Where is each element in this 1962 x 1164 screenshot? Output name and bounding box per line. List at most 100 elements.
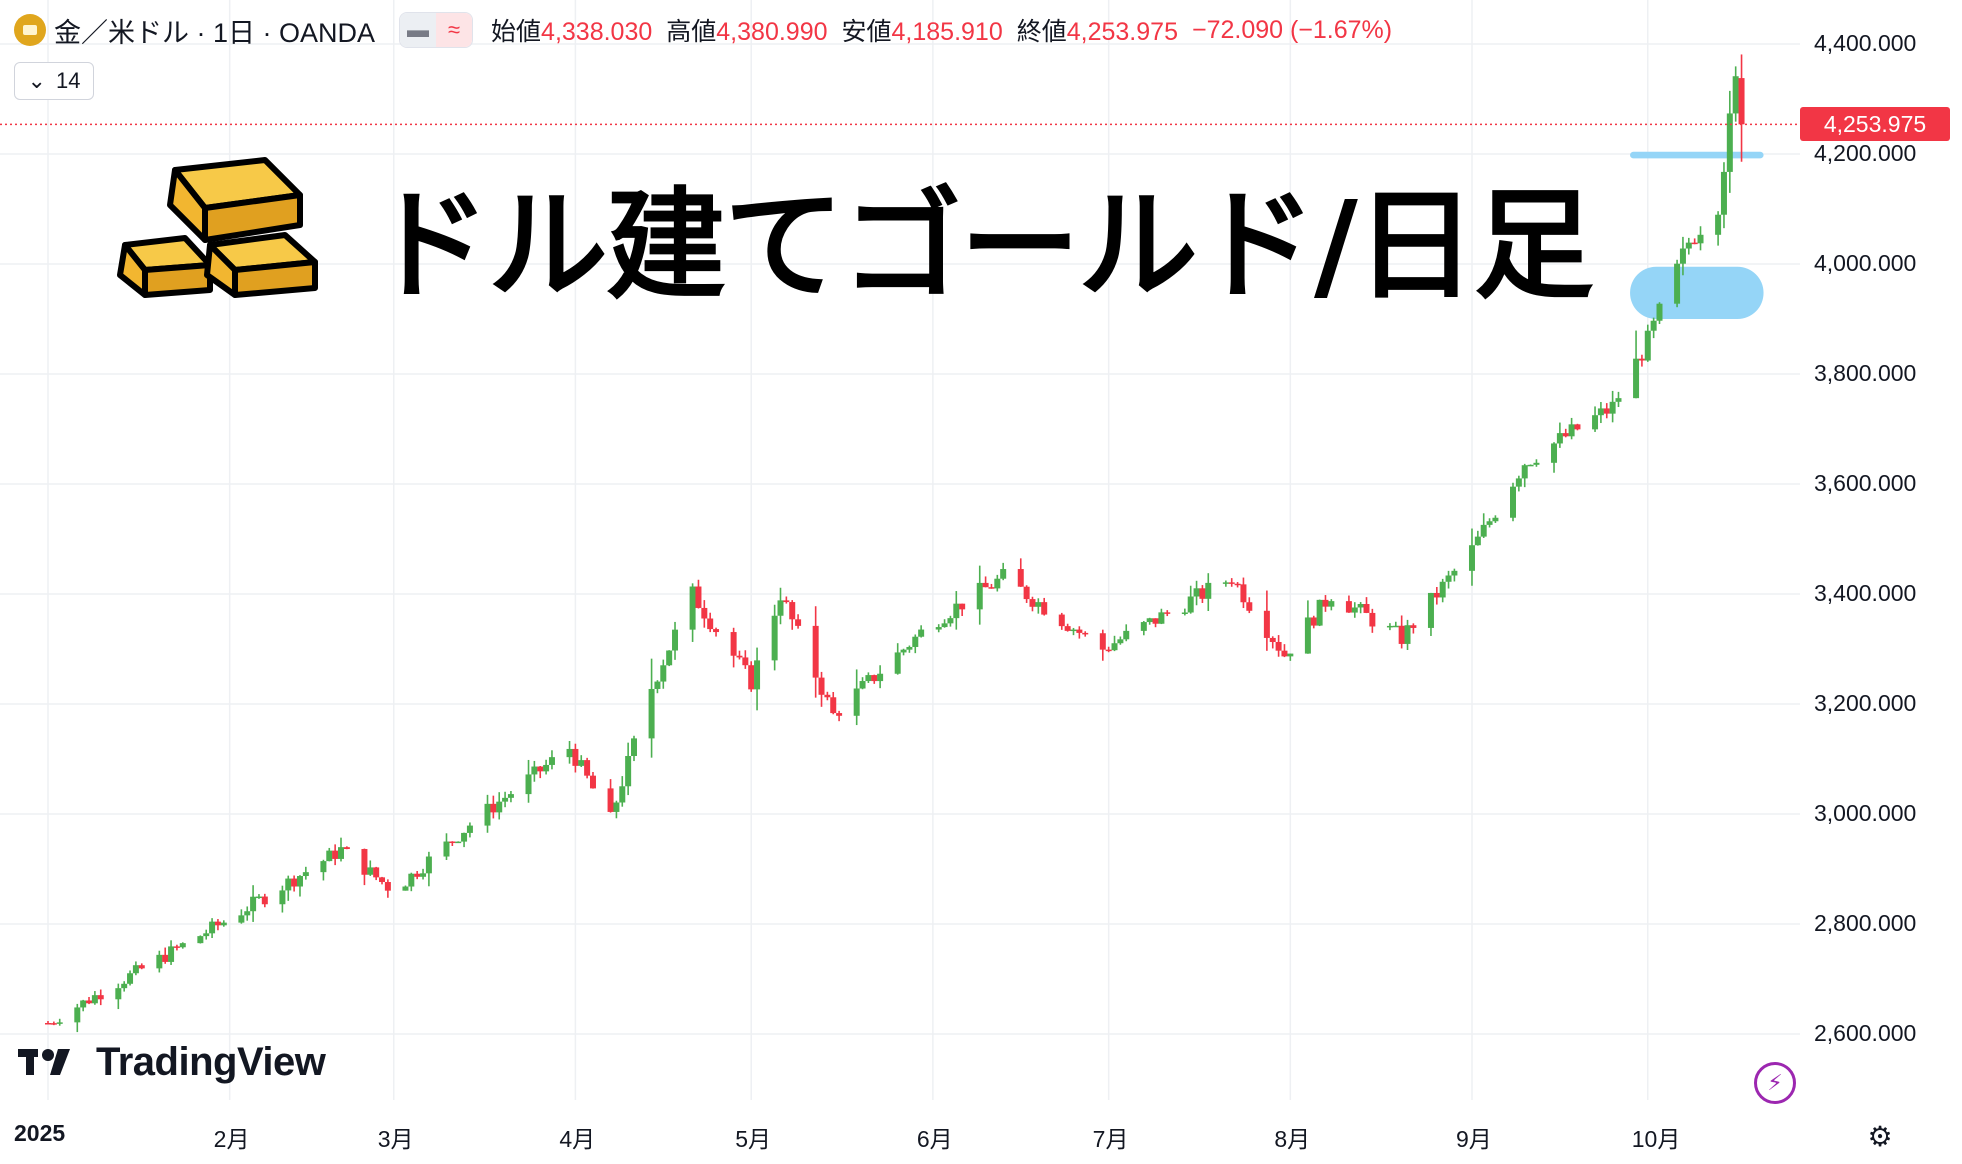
- candle-body: [86, 1000, 93, 1004]
- candle-body: [1240, 584, 1247, 603]
- candle-body: [261, 896, 268, 905]
- candle-body: [982, 582, 989, 588]
- compare-icon[interactable]: ≈: [436, 13, 473, 47]
- candle-body: [1146, 618, 1153, 623]
- indicator-collapse-button[interactable]: ⌄ 14: [14, 62, 94, 100]
- chart-type-toggle[interactable]: ▬ ≈: [399, 12, 474, 48]
- y-tick-label: 4,200.000: [1814, 140, 1917, 166]
- candle-body: [1105, 649, 1112, 652]
- candle-body: [1345, 601, 1352, 613]
- candle-body: [976, 582, 983, 610]
- candle-body: [1603, 408, 1610, 414]
- gold-bars-icon: [117, 157, 318, 298]
- candle-body: [543, 764, 550, 772]
- candle-body: [795, 619, 802, 626]
- candle-body: [490, 803, 497, 813]
- candle-body: [830, 697, 837, 714]
- candle-body: [1205, 582, 1212, 599]
- candle-body: [127, 973, 134, 984]
- x-tick-label: 9月: [1455, 1126, 1492, 1152]
- gold-coin-icon: [14, 14, 46, 46]
- candle-body: [1556, 433, 1563, 444]
- candle-body: [455, 841, 462, 844]
- candle-body: [1263, 610, 1270, 638]
- candle-body: [1123, 630, 1130, 640]
- candle-body: [1064, 626, 1071, 631]
- candle-body: [291, 878, 298, 887]
- candle-body: [461, 832, 468, 842]
- candle-body: [1228, 582, 1235, 584]
- y-tick-label: 3,600.000: [1814, 470, 1917, 496]
- candle-body: [1568, 424, 1575, 437]
- symbol-title[interactable]: 金／米ドル · 1日 · OANDA: [54, 17, 376, 48]
- candle-body: [443, 841, 450, 857]
- candle-body: [1650, 320, 1657, 331]
- candle-body: [1158, 612, 1165, 624]
- candle-body: [1492, 517, 1499, 522]
- candle-body: [648, 688, 655, 739]
- candle-body: [701, 607, 708, 619]
- candle-body: [1592, 415, 1599, 430]
- candle-body: [1222, 582, 1229, 584]
- candle-body: [1597, 408, 1604, 416]
- candle-body: [45, 1023, 51, 1025]
- candle-body: [332, 850, 339, 859]
- candle-body: [1515, 478, 1522, 487]
- candle-body: [132, 965, 139, 974]
- candle-body: [953, 603, 960, 619]
- support-line: [1630, 151, 1764, 159]
- candle-body: [742, 657, 749, 666]
- candle-body: [771, 615, 778, 661]
- candle-body: [121, 983, 128, 989]
- high-value: 4,380.990: [716, 18, 828, 46]
- candle-body: [502, 797, 509, 802]
- candle-body: [1386, 625, 1393, 628]
- candle-body: [1187, 596, 1194, 613]
- candle-body: [384, 882, 391, 891]
- candle-body: [1164, 612, 1171, 614]
- candle-body: [812, 625, 819, 678]
- brand-name: TradingView: [96, 1040, 326, 1084]
- settings-gear-icon[interactable]: ⚙: [1867, 1120, 1893, 1152]
- candle-body: [613, 802, 620, 812]
- candle-body: [818, 677, 825, 695]
- current-price-tag: 4,253.975: [1800, 107, 1950, 142]
- candle-body: [361, 849, 368, 875]
- x-tick-label: 10月: [1631, 1126, 1681, 1152]
- x-tick-label: 6月: [916, 1126, 953, 1152]
- candle-body: [1322, 599, 1329, 607]
- candle-body: [713, 629, 720, 633]
- candle-body: [1023, 586, 1030, 600]
- candle-body: [214, 921, 221, 926]
- candle-body: [584, 760, 591, 776]
- candle-body: [1193, 588, 1200, 597]
- tradingview-logo[interactable]: TradingView: [18, 1040, 326, 1085]
- candle-body: [420, 873, 427, 877]
- hide-icon[interactable]: ▬: [400, 13, 437, 47]
- candle-body: [80, 1000, 87, 1008]
- x-tick-label: 7月: [1092, 1126, 1129, 1152]
- candle-body: [607, 788, 614, 812]
- candle-body: [302, 872, 309, 877]
- close-label: 終値: [1016, 18, 1067, 46]
- candle-body: [1181, 612, 1188, 614]
- x-tick-label: 2月: [213, 1126, 250, 1152]
- candle-body: [1076, 629, 1083, 633]
- y-tick-label: 4,400.000: [1814, 30, 1917, 56]
- candle-body: [507, 794, 514, 798]
- y-tick-label: 3,800.000: [1814, 360, 1917, 386]
- low-value: 4,185.910: [891, 18, 1003, 46]
- candle-body: [1574, 424, 1581, 430]
- candle-body: [1287, 653, 1294, 657]
- candle-body: [449, 841, 456, 844]
- candle-body: [789, 602, 796, 620]
- candle-body: [250, 896, 257, 912]
- tv-mark-icon: [18, 1048, 70, 1075]
- candle-body: [531, 766, 538, 775]
- lightning-icon[interactable]: ⚡: [1754, 1062, 1796, 1104]
- candle-body: [578, 760, 585, 766]
- candle-body: [1480, 524, 1487, 537]
- candle-body: [1633, 358, 1640, 399]
- y-tick-label: 2,600.000: [1814, 1020, 1917, 1046]
- y-tick-label: 2,800.000: [1814, 910, 1917, 936]
